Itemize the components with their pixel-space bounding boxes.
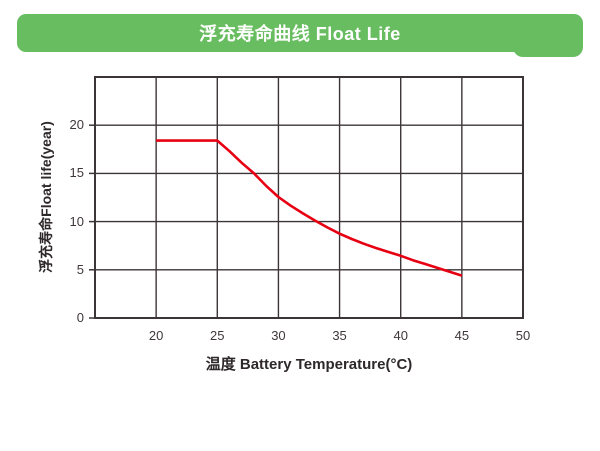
y-tick-label: 15 <box>69 165 84 181</box>
title-banner: 浮充寿命曲线 Float Life <box>17 14 583 52</box>
y-axis-title: 浮充寿命Float life(year) <box>38 121 54 273</box>
x-axis-title: 温度 Battery Temperature(°C) <box>205 356 413 373</box>
y-tick-label: 0 <box>76 310 84 325</box>
y-tick-label: 5 <box>76 261 84 277</box>
x-tick-label: 35 <box>332 328 347 343</box>
y-tick-label: 10 <box>69 213 84 229</box>
x-tick-label: 30 <box>271 328 286 343</box>
x-tick-label: 40 <box>393 328 408 343</box>
x-tick-label: 45 <box>454 328 470 343</box>
x-tick-label: 25 <box>210 328 225 343</box>
plot-border <box>94 76 524 319</box>
y-tick-label: 20 <box>69 117 84 133</box>
page-title: 浮充寿命曲线 Float Life <box>199 24 401 44</box>
x-tick-label: 50 <box>515 328 531 343</box>
x-tick-label: 20 <box>148 328 164 343</box>
float-life-curve <box>156 139 463 277</box>
